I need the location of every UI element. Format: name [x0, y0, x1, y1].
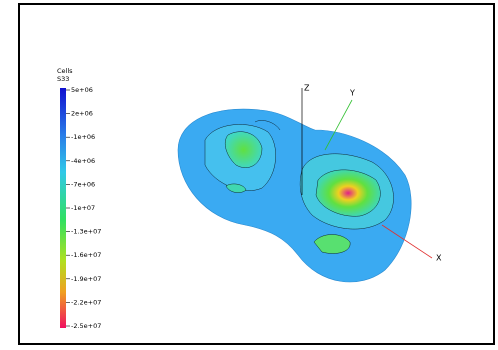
colorbar-subtitle: S33: [57, 75, 69, 83]
colorbar-label: 5e+06: [71, 86, 93, 94]
colorbar-label: -1.6e+07: [71, 251, 101, 259]
mesh: [177, 108, 412, 283]
colorbar-label: -1e+06: [71, 133, 95, 141]
colorbar-title: Cells: [57, 67, 73, 75]
axis-label-z: Z: [304, 84, 310, 93]
colorbar-label: -7e+06: [71, 180, 95, 188]
colorbar-label: -1.9e+07: [71, 275, 101, 283]
axes-triad: Z Y X: [301, 84, 442, 263]
colorbar-label: -2.2e+07: [71, 298, 101, 306]
colorbar-label: -2.5e+07: [71, 322, 101, 330]
axis-label-x: X: [436, 254, 442, 263]
colorbar-label: -1e+07: [71, 204, 95, 212]
colorbar-ticks: 5e+06 2e+06 -1e+06 -4e+06 -7e+06 -1e+07 -1.3e+…: [66, 86, 101, 330]
colorbar-label: -1.3e+07: [71, 228, 101, 236]
colorbar: [60, 88, 66, 328]
colorbar-label: -4e+06: [71, 157, 95, 165]
axis-label-y: Y: [349, 89, 355, 98]
colorbar-label: 2e+06: [71, 110, 93, 118]
